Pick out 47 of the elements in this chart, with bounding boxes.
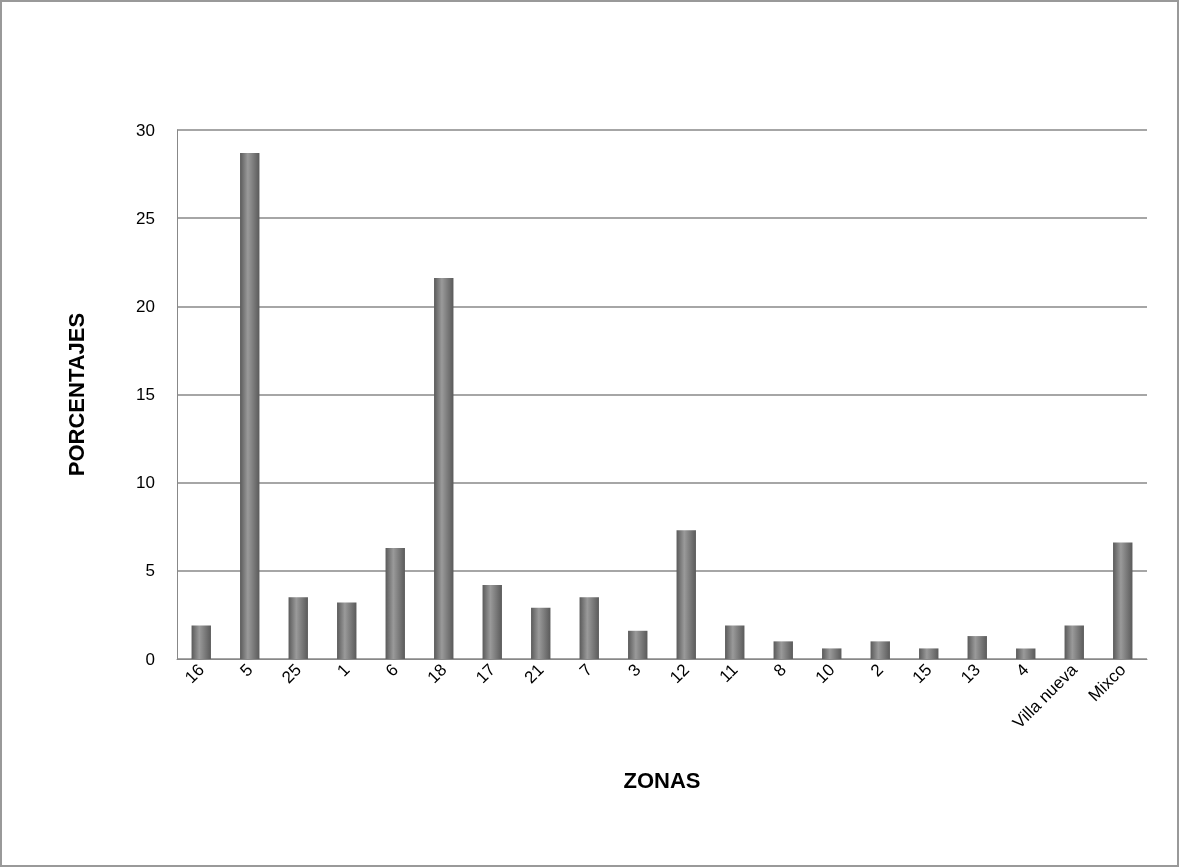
bar — [337, 602, 357, 659]
bar — [725, 625, 745, 659]
x-tick-label: 21 — [520, 660, 548, 688]
bar — [240, 152, 260, 659]
x-tick-label: 8 — [769, 660, 790, 681]
y-tick-label: 5 — [145, 561, 155, 581]
x-tick-label: 7 — [575, 660, 596, 681]
bar — [967, 636, 987, 659]
x-tick-label: 25 — [278, 660, 305, 688]
y-tick-label: 30 — [136, 120, 155, 140]
y-tick-label: 25 — [136, 208, 155, 228]
bar — [191, 625, 211, 659]
y-tick-label: 15 — [136, 385, 155, 404]
x-tick-label: 11 — [715, 660, 742, 687]
x-tick-label: 12 — [666, 660, 693, 688]
bar — [385, 547, 405, 659]
x-tick-label: 13 — [957, 660, 984, 688]
y-axis-title: PORCENTAJES — [63, 312, 89, 477]
bar — [1064, 625, 1084, 659]
bar — [531, 607, 551, 659]
bar — [1113, 542, 1133, 659]
x-tick-label: 6 — [381, 660, 402, 681]
x-tick-label: 1 — [333, 660, 354, 681]
x-tick-label: 4 — [1012, 660, 1033, 681]
bar — [1016, 648, 1036, 659]
bar — [288, 597, 308, 659]
bar — [773, 641, 793, 659]
x-tick-label: 18 — [423, 660, 451, 688]
x-tick-label: 10 — [811, 660, 839, 688]
bar — [919, 648, 939, 659]
y-tick-label: 0 — [145, 649, 155, 669]
bar — [822, 648, 842, 659]
bar — [434, 278, 454, 659]
bar — [482, 584, 502, 659]
y-tick-label: 10 — [136, 473, 155, 493]
bar — [870, 641, 890, 659]
x-tick-label: 16 — [181, 660, 208, 688]
y-tick-label: 20 — [136, 296, 155, 316]
x-tick-label: 17 — [472, 660, 499, 688]
bar — [579, 597, 599, 659]
bar — [628, 630, 648, 659]
x-tick-label: 2 — [866, 660, 887, 681]
x-axis-title: ZONAS — [623, 767, 701, 793]
x-tick-label: 3 — [624, 660, 645, 681]
x-tick-label: 5 — [236, 660, 257, 681]
bar — [676, 530, 696, 659]
x-tick-label: 15 — [908, 660, 936, 688]
